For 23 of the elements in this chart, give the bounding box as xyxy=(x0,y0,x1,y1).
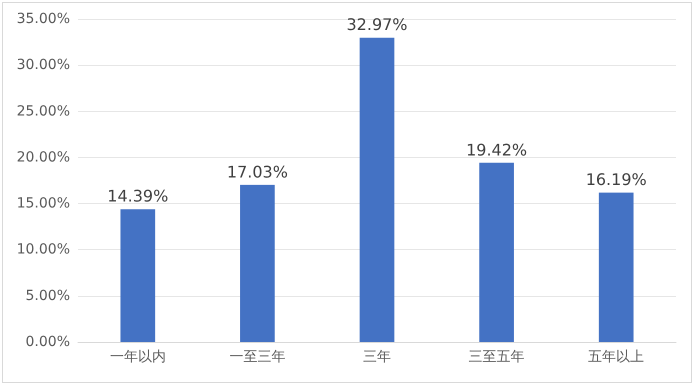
y-tick-label: 30.00% xyxy=(16,57,70,74)
y-tick-label: 5.00% xyxy=(26,288,70,304)
y-tick-label: 10.00% xyxy=(16,242,70,258)
bar xyxy=(360,38,394,342)
y-tick-label: 0.00% xyxy=(26,334,70,350)
bar xyxy=(120,209,156,342)
x-tick-label: 五年以上 xyxy=(588,349,644,365)
y-tick-label: 25.00% xyxy=(16,103,70,120)
data-label: 14.39% xyxy=(107,186,168,206)
data-label: 16.19% xyxy=(586,170,647,190)
bar xyxy=(598,192,634,342)
x-tick-label: 三至五年 xyxy=(468,349,525,365)
data-label: 19.42% xyxy=(466,140,528,160)
y-tick-label: 20.00% xyxy=(16,149,70,166)
y-tick-label: 15.00% xyxy=(16,196,70,212)
bar xyxy=(479,162,514,342)
x-tick-label: 三年 xyxy=(363,349,391,365)
x-tick-label: 一至三年 xyxy=(229,349,286,365)
bar xyxy=(240,184,275,342)
data-label: 17.03% xyxy=(226,162,288,182)
data-label: 32.97% xyxy=(346,15,408,34)
y-tick-label: 35.00% xyxy=(16,11,70,27)
x-tick-label: 一年以内 xyxy=(110,349,166,365)
